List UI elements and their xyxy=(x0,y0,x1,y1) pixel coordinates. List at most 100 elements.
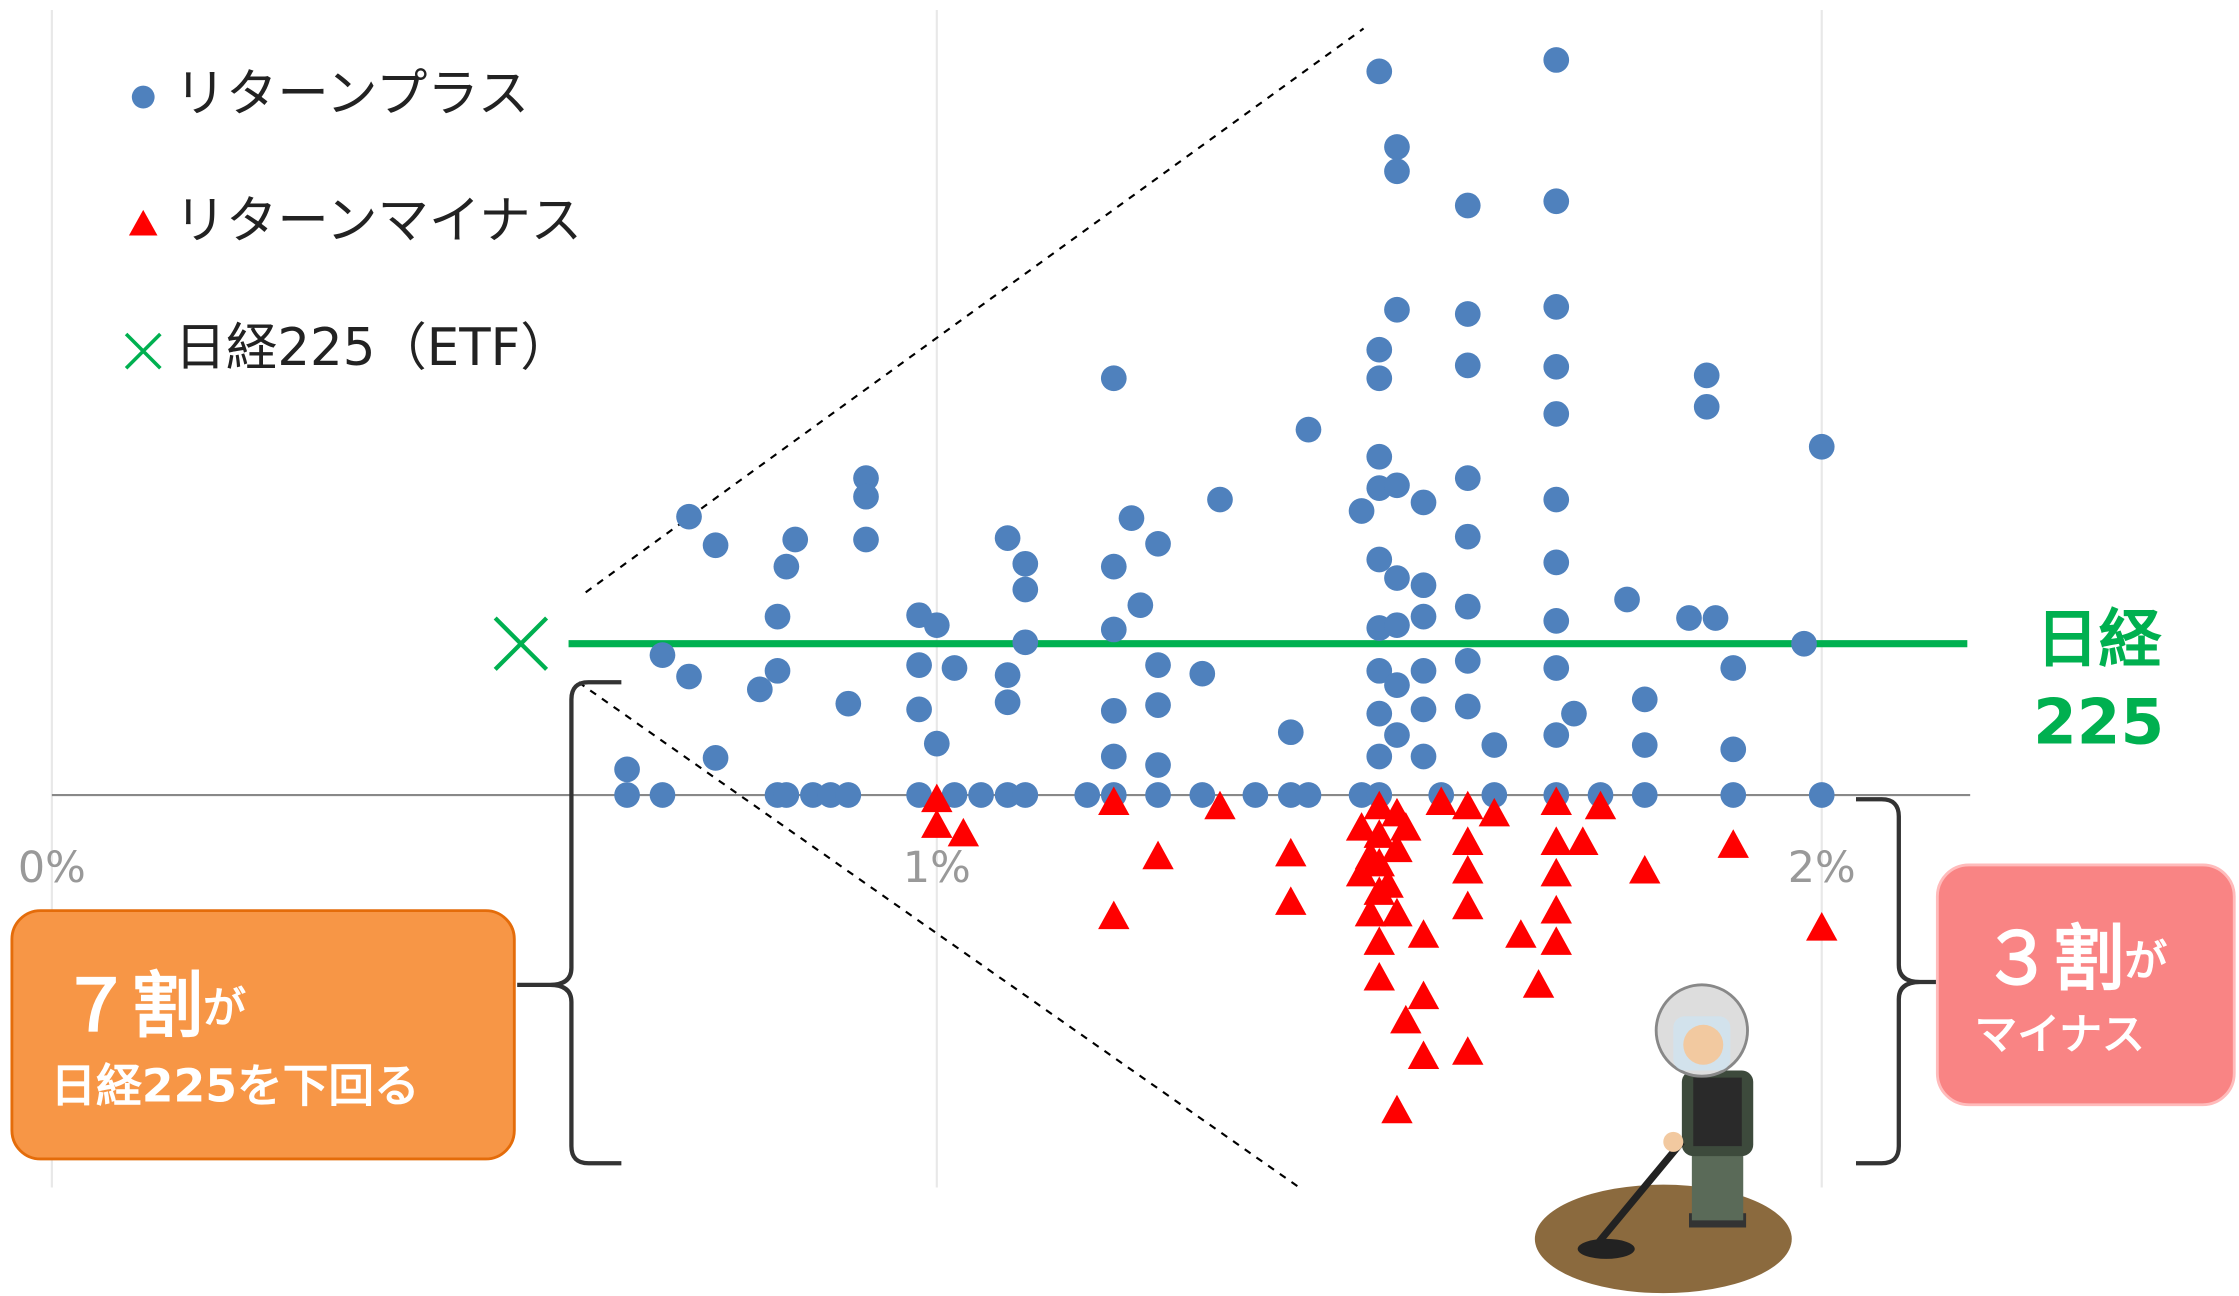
point xyxy=(923,730,950,757)
point xyxy=(1693,362,1720,389)
point xyxy=(1410,657,1437,684)
bracket xyxy=(1855,797,1939,1166)
point xyxy=(1384,472,1410,499)
point xyxy=(1454,352,1481,379)
point xyxy=(1481,732,1508,758)
point xyxy=(676,503,702,530)
point xyxy=(1452,1036,1484,1065)
point xyxy=(1100,743,1127,770)
point xyxy=(1295,782,1322,808)
point xyxy=(1452,890,1484,920)
point xyxy=(800,782,826,808)
point xyxy=(773,782,800,808)
point xyxy=(906,696,932,723)
point xyxy=(1454,192,1481,219)
point xyxy=(923,612,950,639)
point xyxy=(773,553,800,580)
x-tick-label: 1% xyxy=(903,843,971,893)
point xyxy=(649,782,676,808)
point xyxy=(1348,498,1375,524)
callout-box xyxy=(1935,863,2236,1107)
point xyxy=(1074,782,1101,808)
point xyxy=(1381,833,1413,863)
point xyxy=(1540,786,1572,815)
point xyxy=(1012,576,1039,603)
point xyxy=(1540,826,1572,855)
point xyxy=(994,662,1021,688)
point xyxy=(1543,655,1570,681)
point xyxy=(1410,572,1437,599)
point xyxy=(1100,553,1127,580)
point xyxy=(1693,393,1720,420)
point xyxy=(835,782,862,808)
point xyxy=(1567,826,1599,855)
x-tick-label: 0% xyxy=(18,843,86,893)
point xyxy=(1410,696,1437,723)
point xyxy=(1717,829,1749,858)
point xyxy=(782,526,809,553)
point xyxy=(1454,648,1481,674)
point xyxy=(1452,854,1484,884)
point xyxy=(1207,486,1233,513)
point xyxy=(1189,782,1216,808)
point xyxy=(853,526,879,553)
guide-line xyxy=(577,681,1300,1189)
point xyxy=(1452,826,1484,855)
point xyxy=(1366,365,1393,392)
point xyxy=(676,663,702,690)
point xyxy=(1720,736,1747,763)
point xyxy=(1543,294,1570,320)
point xyxy=(1454,523,1481,550)
point xyxy=(1384,612,1410,639)
point xyxy=(1277,719,1304,746)
callout-box xyxy=(10,909,516,1161)
point xyxy=(1478,797,1511,827)
point xyxy=(702,532,729,559)
callout-small: が xyxy=(2124,936,2167,986)
point xyxy=(649,642,676,668)
point xyxy=(1145,692,1171,718)
point xyxy=(1366,743,1393,770)
guide-line xyxy=(585,27,1365,594)
point xyxy=(994,525,1021,551)
point xyxy=(1454,593,1481,620)
point xyxy=(1366,700,1393,727)
point xyxy=(1098,900,1130,930)
legend-label: リターンマイナス xyxy=(175,191,582,251)
point xyxy=(1454,301,1481,327)
point xyxy=(1381,897,1413,927)
point xyxy=(1372,869,1404,898)
point xyxy=(1189,660,1216,687)
point xyxy=(1543,401,1570,427)
point xyxy=(1366,657,1393,684)
point xyxy=(1540,857,1572,887)
point xyxy=(1366,546,1393,573)
point xyxy=(1381,1094,1413,1124)
point xyxy=(1363,926,1395,955)
point xyxy=(1543,353,1570,380)
point xyxy=(1410,603,1437,630)
reference-label: 日経 xyxy=(2036,603,2163,676)
reference-label: 225 xyxy=(2033,686,2164,759)
point xyxy=(1631,732,1658,758)
point xyxy=(1614,586,1640,613)
point xyxy=(1584,790,1617,820)
point xyxy=(1384,296,1410,323)
point xyxy=(921,783,953,813)
point xyxy=(1808,782,1835,808)
point xyxy=(1543,722,1570,748)
point xyxy=(1791,630,1817,657)
point xyxy=(1145,752,1171,778)
point xyxy=(1204,790,1236,820)
point xyxy=(1543,486,1570,513)
point xyxy=(968,782,994,808)
point xyxy=(1366,336,1393,363)
point xyxy=(906,652,932,678)
point xyxy=(493,616,549,671)
point xyxy=(853,465,879,491)
point xyxy=(1543,608,1570,634)
point xyxy=(1631,686,1658,713)
point xyxy=(1366,443,1393,470)
point xyxy=(1407,919,1440,948)
